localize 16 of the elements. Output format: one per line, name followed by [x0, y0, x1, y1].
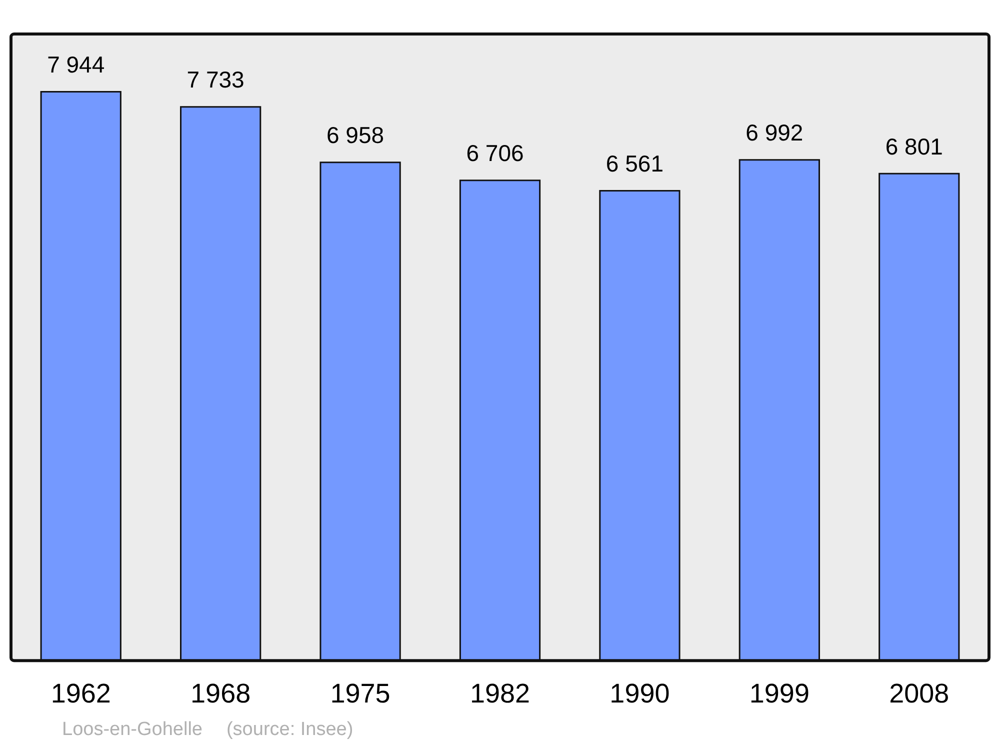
data-label: 6 958	[326, 122, 384, 148]
x-tick-label: 1999	[749, 678, 810, 708]
text: (source: Insee)	[226, 719, 354, 740]
data-label: 6 561	[606, 150, 664, 177]
data-label: 6 992	[746, 120, 804, 146]
x-tick-label: 2008	[889, 678, 950, 708]
x-tick-label: 1990	[610, 678, 670, 708]
x-tick-label: 1962	[50, 678, 111, 708]
data-label: 7 944	[47, 52, 105, 78]
x-tick-label: 1982	[470, 678, 530, 708]
data-label: 6 706	[466, 140, 524, 166]
data-label: 6 801	[885, 133, 943, 160]
data-label: 7 733	[186, 66, 244, 93]
x-tick-label: 1968	[190, 678, 251, 708]
x-tick-label: 1975	[330, 678, 390, 708]
text: Loos-en-Gohelle	[62, 719, 202, 740]
